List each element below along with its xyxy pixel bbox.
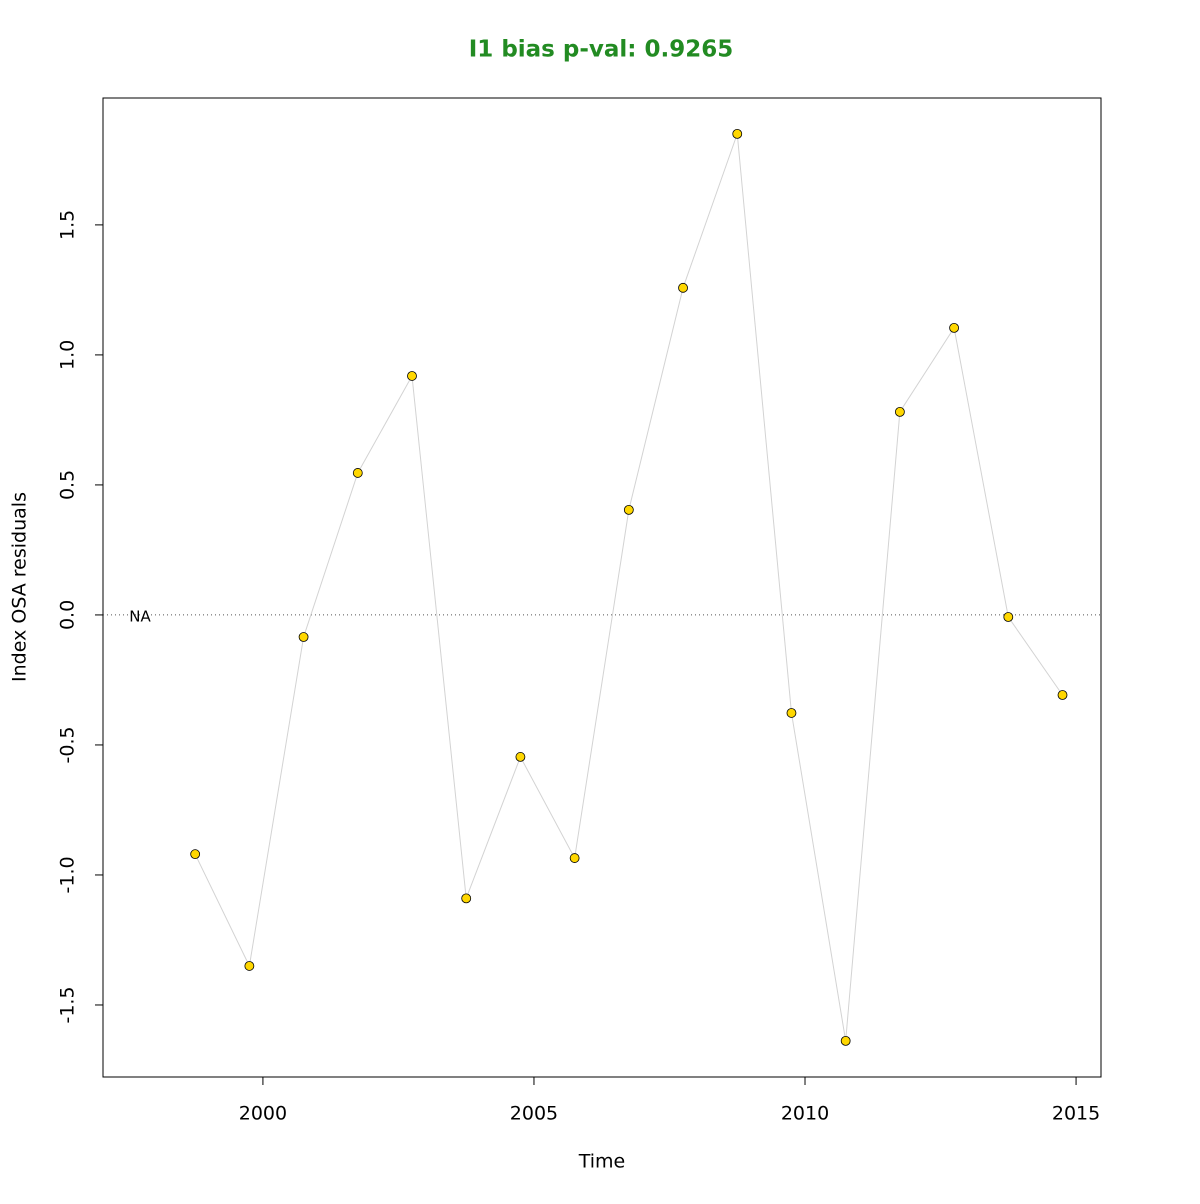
annotation: NA <box>129 607 151 625</box>
point <box>352 468 363 478</box>
x-tick-label: 2000 <box>239 1103 287 1125</box>
y-tick-label: 1.0 <box>57 340 79 370</box>
point <box>1057 690 1068 700</box>
y-tick-label: -0.5 <box>57 726 79 763</box>
chart-title: I1 bias p-val: 0.9265 <box>469 37 734 63</box>
point <box>840 1035 851 1046</box>
y-tick-label: -1.5 <box>57 986 79 1023</box>
point <box>298 632 309 642</box>
point <box>678 282 688 293</box>
x-tick-label: 2010 <box>781 1103 829 1125</box>
point <box>732 128 743 139</box>
y-tick-label: 1.5 <box>57 210 79 240</box>
y-tick-label: 0.5 <box>57 470 79 500</box>
point <box>461 893 472 904</box>
plot-frame <box>102 97 1102 1078</box>
point <box>623 504 634 515</box>
point <box>515 752 526 762</box>
point <box>569 853 580 863</box>
y-tick-label: -1.0 <box>57 856 79 893</box>
x-tick-label: 2015 <box>1052 1103 1100 1125</box>
point <box>949 322 959 333</box>
x-axis-label: Time <box>578 1151 626 1173</box>
point <box>407 371 417 381</box>
point <box>244 961 255 971</box>
point <box>1003 612 1014 622</box>
point <box>190 849 201 860</box>
point <box>786 708 797 718</box>
point <box>894 406 905 417</box>
y-axis-label: Index OSA residuals <box>9 492 31 682</box>
x-tick-label: 2005 <box>510 1103 558 1125</box>
y-tick-label: 0.0 <box>57 600 79 630</box>
